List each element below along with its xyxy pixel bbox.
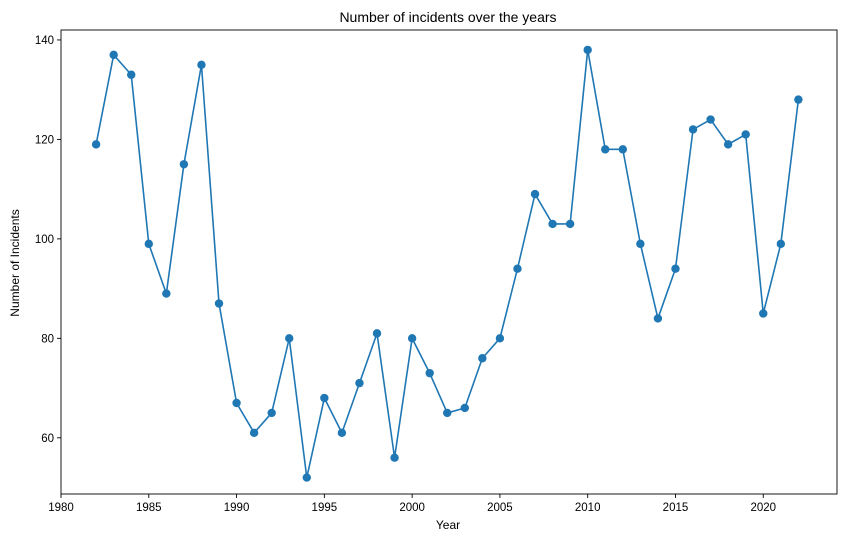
data-point <box>495 334 505 343</box>
y-tick-label: 80 <box>41 333 54 345</box>
data-point <box>513 264 522 273</box>
chart-title: Number of incidents over the years <box>339 9 556 25</box>
data-point <box>776 239 786 249</box>
data-point <box>337 428 347 438</box>
y-tick-label: 60 <box>41 433 54 445</box>
data-point <box>425 368 434 378</box>
data-point <box>759 309 768 318</box>
x-tick-label: 2005 <box>487 502 513 514</box>
data-point <box>91 140 101 149</box>
y-tick-label: 120 <box>35 134 54 146</box>
data-point <box>706 115 715 124</box>
y-tick-label: 140 <box>35 35 54 47</box>
data-point <box>548 219 557 229</box>
data-point <box>214 299 224 308</box>
data-point <box>407 334 417 343</box>
plot-area <box>60 29 838 495</box>
x-axis: 1980 1985 1990 1995 2000 2005 2010 2015 2020 <box>48 494 776 514</box>
data-point <box>390 453 399 462</box>
data-point <box>144 239 153 249</box>
data-point <box>794 95 803 104</box>
data-point <box>478 354 487 363</box>
x-tick-label: 2020 <box>750 502 776 514</box>
data-point <box>162 289 171 298</box>
data-point <box>320 393 329 403</box>
x-tick-label: 1980 <box>48 502 74 514</box>
x-tick-label: 1990 <box>224 502 250 514</box>
data-point <box>267 408 276 418</box>
data-point <box>197 60 206 70</box>
data-point <box>618 145 628 154</box>
data-point <box>688 125 698 134</box>
data-point <box>355 378 364 388</box>
x-tick-label: 2010 <box>575 502 601 514</box>
x-tick-label: 2000 <box>399 502 425 514</box>
data-point <box>232 398 241 408</box>
data-point <box>127 70 136 79</box>
data-point <box>653 314 663 323</box>
x-tick-label: 1985 <box>136 502 162 514</box>
data-point <box>601 145 610 154</box>
y-tick-label: 100 <box>35 234 54 246</box>
data-point <box>179 160 189 169</box>
data-point <box>723 140 733 149</box>
data-point <box>636 239 645 249</box>
y-axis: 60 80 100 120 140 <box>35 35 61 445</box>
data-point <box>285 334 294 343</box>
data-point <box>530 189 540 199</box>
data-point <box>109 50 118 60</box>
y-axis-label: Number of Incidents <box>8 209 22 316</box>
x-tick-label: 1995 <box>312 502 338 514</box>
data-point <box>302 473 311 482</box>
x-tick-label: 2015 <box>663 502 689 514</box>
data-point <box>460 403 470 413</box>
data-point <box>372 329 382 338</box>
data-point <box>565 219 575 229</box>
data-point <box>671 264 680 273</box>
data-point <box>249 428 259 438</box>
x-axis-label: Year <box>436 518 460 532</box>
plot-frame <box>60 29 838 495</box>
series-layer <box>91 45 803 482</box>
data-point <box>443 408 452 418</box>
data-point <box>583 45 592 55</box>
data-point <box>741 130 750 139</box>
